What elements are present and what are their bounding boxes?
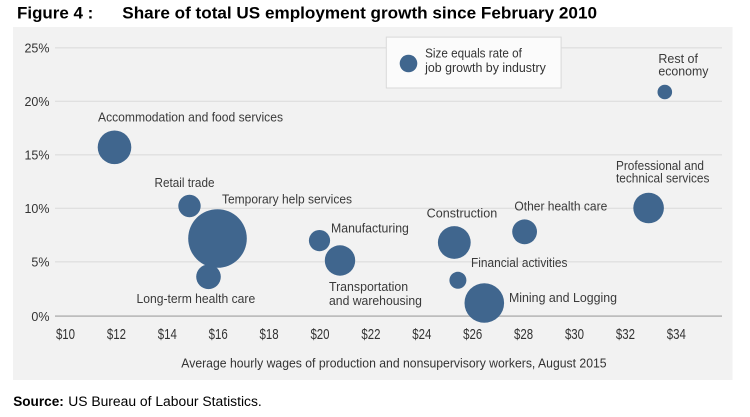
svg-text:$30: $30 xyxy=(565,326,584,343)
svg-text:Construction: Construction xyxy=(427,207,498,221)
svg-text:Rest of: Rest of xyxy=(658,52,698,66)
svg-text:Financial activities: Financial activities xyxy=(471,256,567,270)
svg-text:$10: $10 xyxy=(56,326,75,343)
svg-text:$18: $18 xyxy=(260,326,279,343)
svg-text:Long-term health care: Long-term health care xyxy=(137,292,256,306)
svg-text:$12: $12 xyxy=(107,326,126,343)
svg-text:$14: $14 xyxy=(158,326,177,343)
svg-text:$20: $20 xyxy=(310,326,329,343)
svg-text:economy: economy xyxy=(658,65,709,79)
svg-text:Temporary help services: Temporary help services xyxy=(222,193,352,207)
svg-text:Manufacturing: Manufacturing xyxy=(331,221,409,235)
svg-text:15%: 15% xyxy=(24,149,49,163)
svg-text:technical services: technical services xyxy=(616,172,709,186)
svg-text:Transportation: Transportation xyxy=(329,280,408,294)
svg-text:Professional and: Professional and xyxy=(616,159,704,173)
svg-text:Accommodation and food service: Accommodation and food services xyxy=(98,110,283,124)
svg-text:Average hourly wages of produc: Average hourly wages of production and n… xyxy=(181,356,606,370)
svg-text:and warehousing: and warehousing xyxy=(329,294,422,308)
svg-text:Mining and Logging: Mining and Logging xyxy=(509,291,617,305)
svg-text:25%: 25% xyxy=(24,42,49,56)
svg-text:0%: 0% xyxy=(31,310,49,324)
svg-text:$24: $24 xyxy=(412,326,431,343)
svg-text:$16: $16 xyxy=(209,326,228,343)
svg-text:US Bureau of Labour Statistics: US Bureau of Labour Statistics. xyxy=(68,394,262,410)
svg-text:Other health care: Other health care xyxy=(514,200,607,214)
svg-text:job growth by industry: job growth by industry xyxy=(424,61,546,75)
svg-text:Retail trade: Retail trade xyxy=(155,176,215,190)
svg-text:$26: $26 xyxy=(463,326,482,343)
svg-text:Size equals rate of: Size equals rate of xyxy=(425,46,522,60)
svg-text:$32: $32 xyxy=(616,326,635,343)
svg-text:5%: 5% xyxy=(31,256,49,270)
svg-text:20%: 20% xyxy=(24,95,49,109)
svg-text:Share of total US employment g: Share of total US employment growth sinc… xyxy=(122,4,597,23)
svg-text:$28: $28 xyxy=(514,326,533,343)
svg-text:Source:: Source: xyxy=(13,394,64,410)
svg-text:10%: 10% xyxy=(24,202,49,216)
svg-text:Figure 4 :: Figure 4 : xyxy=(17,4,93,23)
svg-text:$22: $22 xyxy=(361,326,380,343)
svg-text:$34: $34 xyxy=(667,326,686,343)
